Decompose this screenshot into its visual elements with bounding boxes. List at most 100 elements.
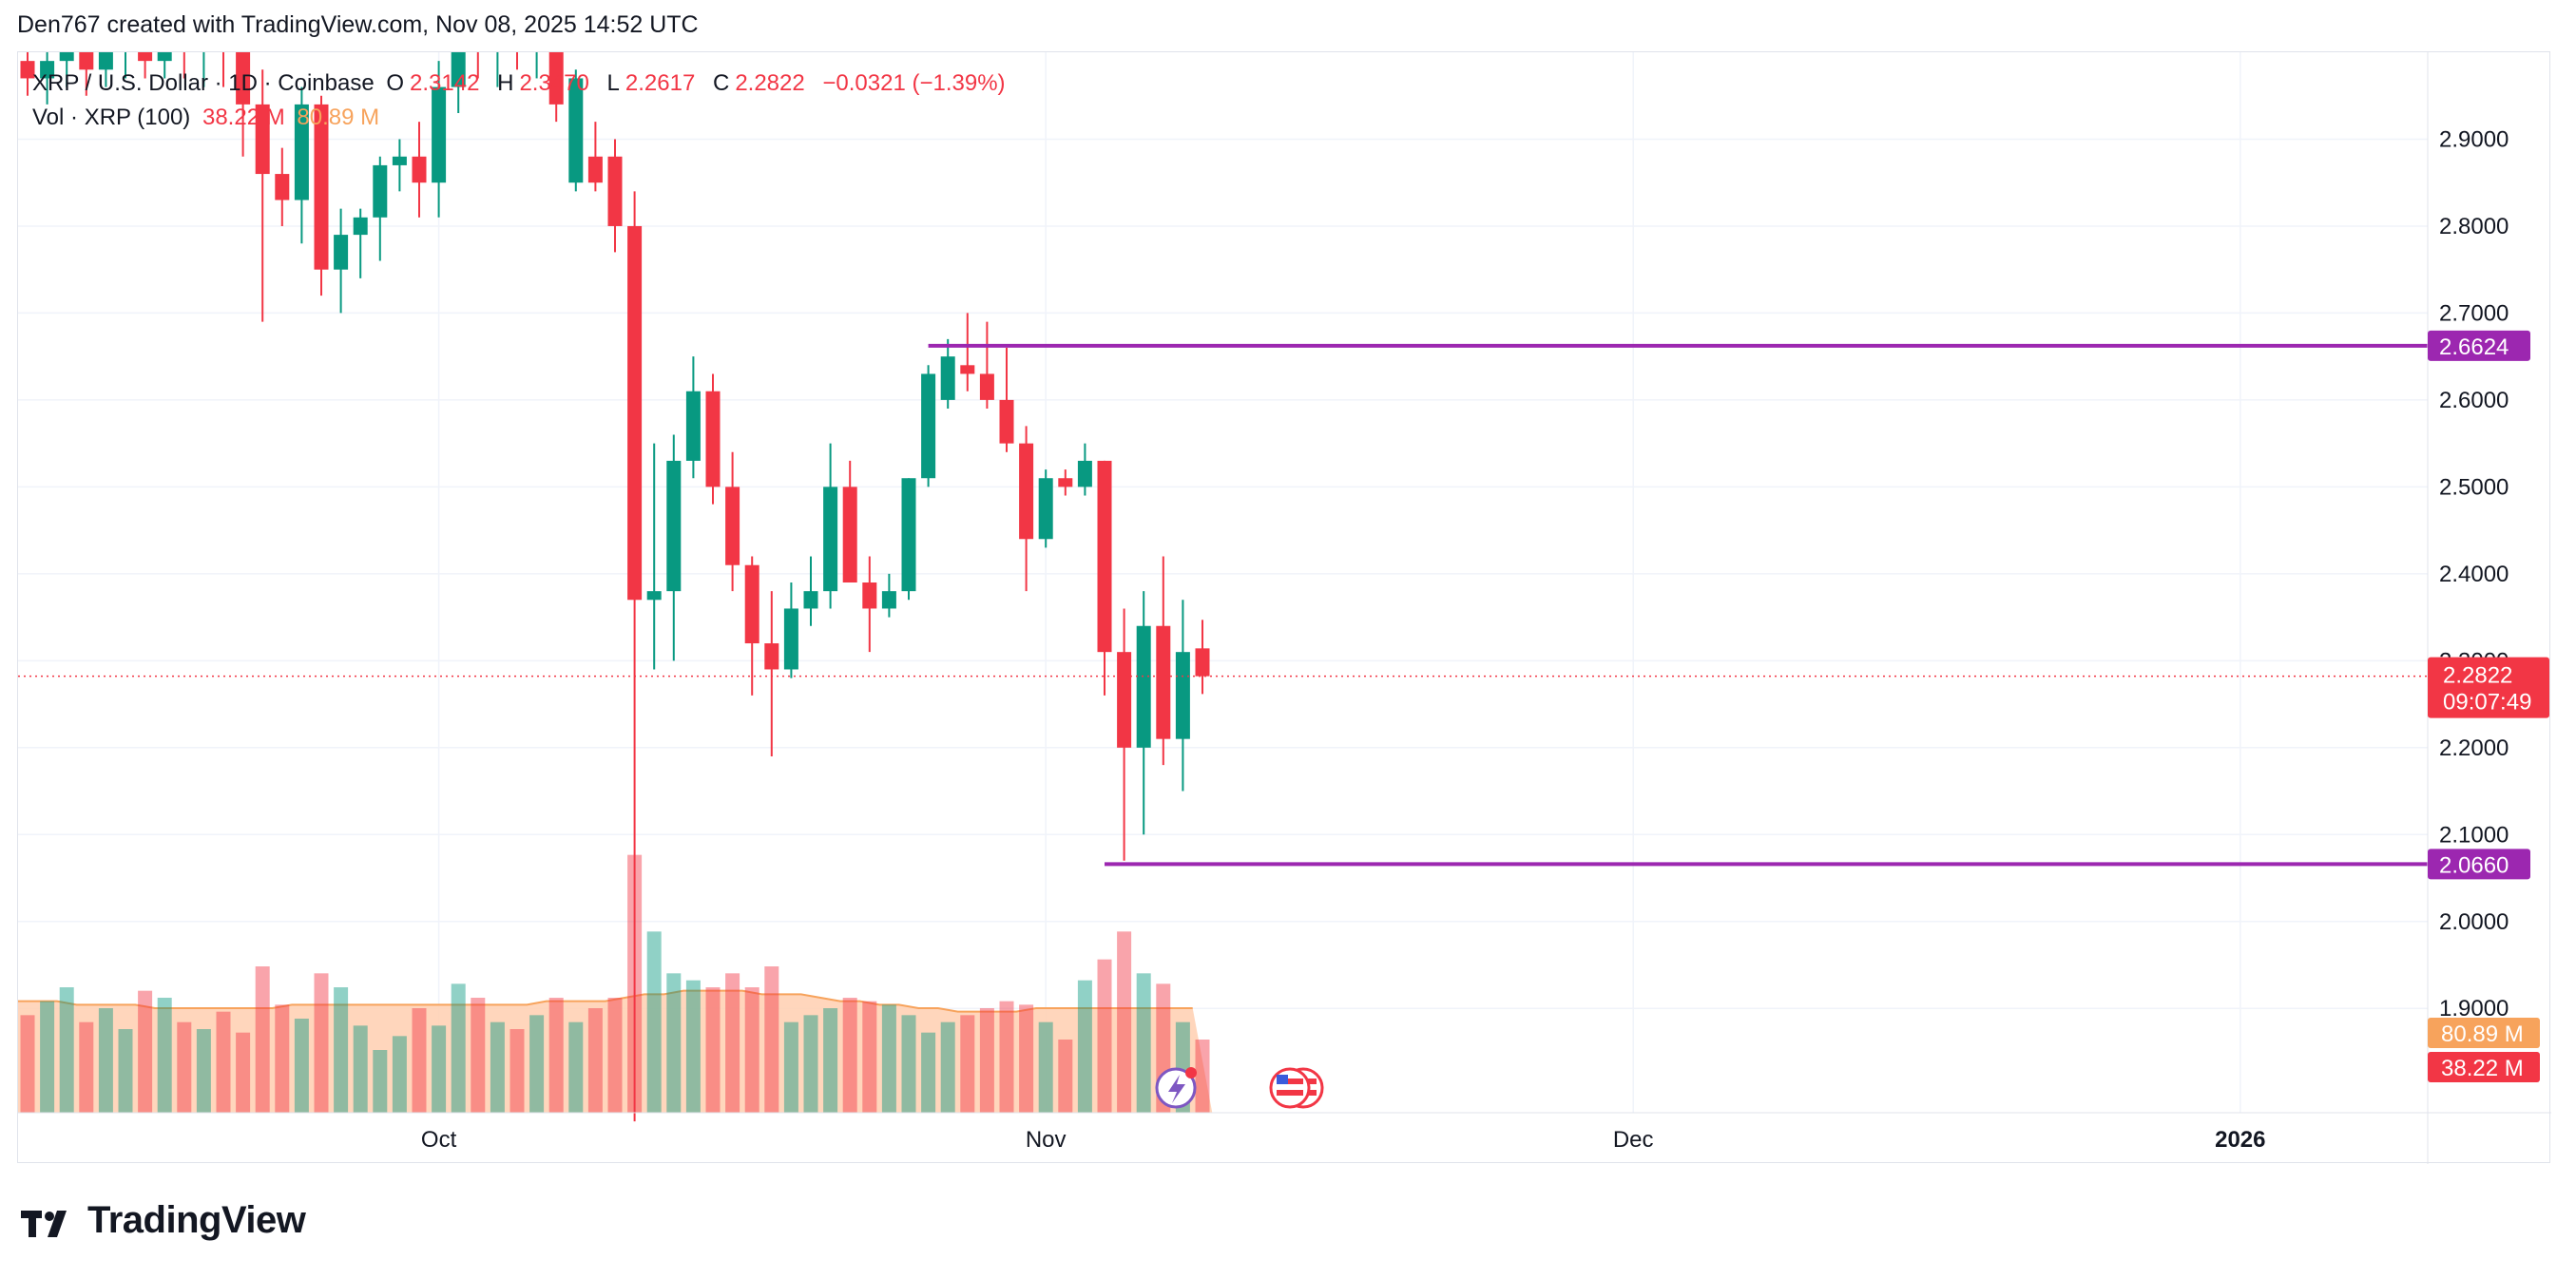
candle	[373, 156, 388, 261]
volume-bar	[216, 1011, 231, 1113]
candle	[960, 313, 975, 391]
candle	[627, 191, 643, 1122]
low-label: L	[606, 70, 620, 96]
candle	[646, 443, 662, 670]
candle-body	[98, 52, 113, 70]
volume-bar	[607, 998, 623, 1113]
candle	[685, 356, 701, 479]
candle-body	[432, 86, 447, 183]
price-tick-label: 2.6000	[2439, 388, 2509, 413]
candle	[412, 122, 427, 218]
brand-name: TradingView	[87, 1199, 306, 1241]
candle	[901, 478, 916, 601]
candle-body	[59, 52, 74, 62]
horizontal-levels	[18, 343, 2428, 867]
candle	[157, 52, 172, 79]
volume-bar	[1038, 1021, 1053, 1113]
volume-bar	[118, 1029, 133, 1113]
candle-body	[40, 61, 55, 79]
volume-bar	[20, 1015, 35, 1113]
candle	[314, 95, 329, 296]
volume-bar	[862, 1001, 877, 1113]
low-value: 2.2617	[625, 70, 696, 96]
open-value: 2.3142	[410, 70, 480, 96]
volume-bar	[1058, 1040, 1073, 1113]
volume-bar	[960, 1015, 975, 1113]
time-tick-label: Nov	[1026, 1127, 1067, 1153]
candle	[98, 52, 113, 87]
volume-bar	[314, 973, 329, 1113]
candle	[881, 573, 896, 618]
volume-bar	[79, 1021, 94, 1113]
candle-body	[764, 643, 779, 670]
time-tick-label: 2026	[2215, 1127, 2265, 1153]
volume-bar	[529, 1015, 545, 1113]
volume-bar	[1136, 973, 1151, 1113]
volume-label[interactable]: Vol · XRP (100)	[32, 105, 191, 130]
close-value: 2.2822	[735, 70, 805, 96]
candle	[1136, 591, 1151, 835]
candle-body	[79, 52, 94, 70]
volume-bar	[568, 1021, 584, 1113]
volume-bar	[98, 1008, 113, 1113]
volume-bar	[705, 987, 721, 1113]
candle	[705, 373, 721, 505]
candle-body	[999, 399, 1014, 444]
candle-body	[744, 564, 759, 644]
price-tick-label: 2.2000	[2439, 735, 2509, 761]
candle-body	[334, 235, 349, 270]
volume-row: Vol · XRP (100) 38.22 M 80.89 M	[32, 101, 1011, 135]
candle	[548, 52, 564, 123]
candle	[921, 365, 936, 487]
volume-bar	[646, 931, 662, 1113]
candle-body	[548, 52, 564, 105]
candle	[183, 52, 185, 79]
candle-body	[587, 156, 603, 183]
candle	[1175, 600, 1190, 792]
volume-bar	[685, 980, 701, 1113]
candle	[275, 147, 290, 226]
candle	[496, 52, 499, 87]
axes: 2.90002.80002.70002.60002.50002.40002.30…	[18, 52, 2551, 1164]
candlestick-chart[interactable]: 2.90002.80002.70002.60002.50002.40002.30…	[18, 52, 2551, 1164]
volume-pane	[18, 854, 1213, 1113]
candle-body	[979, 373, 994, 400]
volume-bar	[353, 1025, 368, 1113]
price-tick-label: 2.9000	[2439, 126, 2509, 152]
volume-ma-line	[18, 989, 1193, 1013]
candle-body	[783, 608, 798, 670]
candle-body	[725, 487, 740, 565]
candle-body	[705, 391, 721, 487]
chart-frame[interactable]: 2.90002.80002.70002.60002.50002.40002.30…	[17, 51, 2551, 1164]
volume-bar	[783, 1021, 798, 1113]
candle-body	[666, 460, 682, 592]
author-line: Den767 created with TradingView.com, Nov…	[17, 11, 699, 38]
volume-bar	[138, 990, 153, 1113]
candle-body	[921, 373, 936, 479]
price-tick-label: 2.1000	[2439, 822, 2509, 848]
volume-bar	[1077, 980, 1092, 1113]
change-value: −0.0321 (−1.39%)	[822, 70, 1006, 96]
price-tick-label: 1.9000	[2439, 996, 2509, 1021]
volume-bar	[40, 1001, 55, 1113]
last-price-tag	[2428, 657, 2549, 718]
volume-ma-value: 80.89 M	[297, 105, 380, 130]
volume-value: 38.22 M	[202, 105, 285, 130]
candle	[607, 139, 623, 253]
candle	[1097, 460, 1112, 696]
high-value: 2.3470	[519, 70, 589, 96]
candle	[1019, 426, 1034, 592]
volume-bar	[1019, 1004, 1034, 1113]
volume-bar	[59, 987, 74, 1113]
candle-body	[353, 217, 368, 236]
price-tick-label: 2.4000	[2439, 562, 2509, 587]
candle-body	[275, 174, 290, 200]
candle	[255, 69, 270, 322]
volume-tag	[2428, 1018, 2540, 1048]
volume-bar	[823, 1008, 838, 1113]
candle-body	[881, 591, 896, 609]
candle	[20, 52, 35, 96]
tradingview-brand[interactable]: TradingView	[21, 1199, 306, 1242]
symbol-label[interactable]: XRP / U.S. Dollar · 1D · Coinbase	[32, 70, 375, 96]
volume-bar	[490, 1021, 505, 1113]
